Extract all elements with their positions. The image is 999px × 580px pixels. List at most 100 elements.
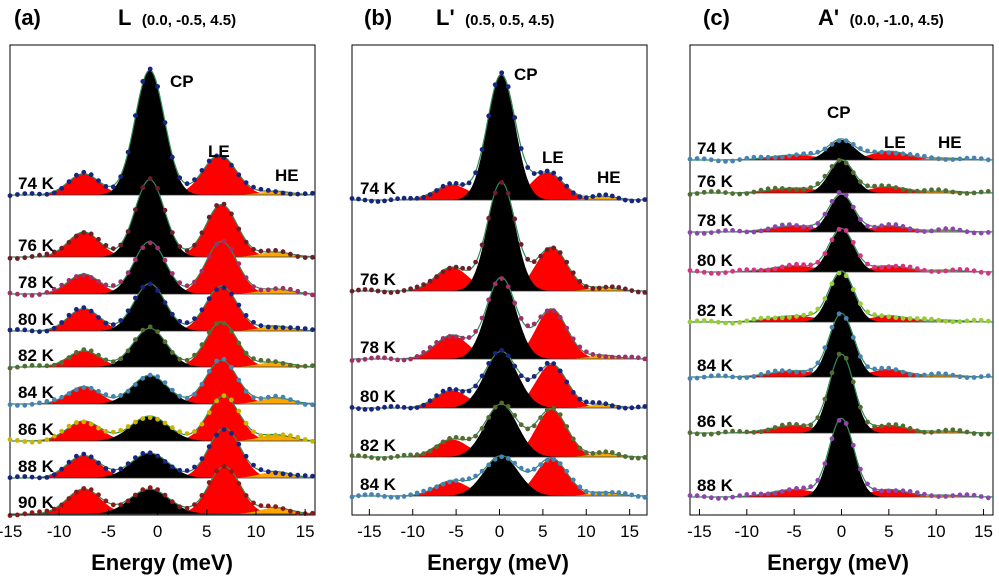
panel-b-coords: (0.5, 0.5, 4.5) — [465, 12, 554, 29]
panel-b-data-point — [538, 314, 544, 320]
panel-a-data-point — [125, 270, 131, 276]
panel-c-data-point — [872, 149, 877, 155]
panel-a-data-point — [310, 473, 315, 479]
panel-c-data-point — [936, 156, 941, 162]
panel-c-data-point — [985, 157, 991, 163]
panel-c-data-point — [978, 156, 984, 162]
panel-b-data-point — [479, 468, 485, 474]
panel-a-data-point — [229, 469, 234, 475]
panel-b-data-point — [577, 484, 583, 490]
panel-c-data-point — [978, 374, 984, 380]
panel-b-data-point — [349, 494, 355, 500]
panel-a-data-point — [96, 425, 101, 431]
panel-c-data-point — [730, 191, 735, 197]
panel-b-data-point — [557, 368, 563, 374]
panel-a-data-point — [162, 380, 168, 385]
panel-a-data-point — [44, 251, 50, 257]
panel-b-data-point — [479, 373, 485, 379]
panel-a-data-point — [66, 496, 72, 501]
panel-c-data-point — [737, 191, 743, 197]
panel-c-data-point — [971, 155, 977, 161]
panel-c-data-point — [843, 273, 849, 279]
panel-c-data-point — [716, 271, 721, 276]
panel-b-data-point — [557, 176, 563, 182]
panel-c-data-point — [801, 224, 806, 230]
panel-c-data-point — [985, 270, 991, 276]
panel-b-data-point — [525, 468, 531, 474]
panel-a-data-point — [110, 246, 116, 252]
panel-b-data-point — [505, 404, 511, 409]
panel-a-data-point — [37, 439, 42, 445]
panel-b-data-point — [531, 466, 537, 472]
panel-c-data-point — [886, 183, 892, 189]
panel-c-data-point — [701, 494, 707, 499]
panel-a-data-point — [251, 284, 256, 289]
panel-c-data-point — [701, 156, 707, 162]
panel-a-data-point — [243, 420, 249, 426]
panel-a-data-point — [140, 416, 146, 421]
panel-a-data-point — [59, 186, 65, 191]
panel-c-temperature-label: 88 K — [697, 476, 734, 495]
panel-b-data-point — [362, 407, 368, 412]
panel-a-le-peak-left — [25, 421, 143, 441]
panel-a-data-point — [229, 364, 234, 370]
panel-c-data-point — [772, 155, 778, 160]
panel-c-data-point — [808, 185, 814, 191]
panel-b-data-point — [557, 315, 563, 320]
panel-c-data-point — [929, 316, 934, 322]
panel-a-data-point — [177, 504, 183, 510]
panel-b-data-point — [349, 453, 355, 459]
panel-a-data-point — [214, 241, 220, 247]
panel-b-data-point — [518, 465, 524, 471]
panel-b-le-peak-left — [394, 267, 510, 291]
panel-b-data-point — [616, 452, 622, 457]
panel-a-data-point — [22, 191, 28, 197]
panel-c-data-point — [687, 192, 693, 197]
panel-c-data-point — [801, 369, 806, 375]
panel-a-data-point — [258, 287, 264, 293]
panel-a-data-point — [96, 178, 101, 184]
panel-b-data-point — [356, 493, 361, 499]
panel-c-data-point — [957, 267, 963, 272]
panel-c-cp-peak — [795, 140, 888, 160]
panel-b: (b) L' (0.5, 0.5, 4.5) 74 K 76 K 78 K 80 K 8… — [349, 5, 648, 575]
panel-a-data-point — [229, 246, 234, 252]
panel-b-data-point — [349, 288, 355, 294]
panel-c-data-point — [971, 492, 977, 498]
panel-a-data-point — [236, 172, 242, 178]
panel-c-data-point — [822, 345, 828, 351]
panel-a-data-point — [251, 462, 256, 468]
panel-c-data-point — [772, 368, 778, 374]
panel-a-data-point — [192, 391, 197, 397]
panel-c-data-point — [850, 442, 856, 448]
panel-c-data-point — [808, 422, 814, 428]
panel-a-data-point — [110, 394, 116, 399]
panel-b-plot: 74 K 76 K 78 K 80 K 82 K 84 K — [349, 70, 648, 500]
panel-a-data-point — [81, 272, 87, 278]
panel-b-data-point — [434, 274, 439, 280]
panel-a-data-point — [169, 350, 175, 355]
panel-a-data-point — [155, 288, 161, 293]
panel-b-data-point — [635, 289, 641, 295]
panel-c-data-point — [985, 230, 991, 235]
panel-c-data-point — [758, 315, 764, 321]
panel-b-data-point — [460, 435, 465, 441]
panel-b-data-point — [460, 335, 465, 341]
panel-a-data-point — [310, 254, 315, 260]
panel-b-le-peak-left — [394, 390, 510, 408]
panel-b-tick-label: -15 — [357, 522, 382, 541]
panel-c-data-point — [808, 311, 814, 316]
panel-a-data-point — [251, 319, 256, 325]
panel-a-data-point — [265, 469, 271, 475]
panel-c-annotation-le: LE — [884, 133, 906, 152]
panel-b-data-point — [590, 352, 596, 357]
panel-c-data-point — [936, 494, 941, 499]
panel-a-data-point — [221, 155, 227, 161]
panel-c-data-point — [879, 313, 885, 319]
panel-b-data-point — [447, 181, 452, 187]
panel-c-data-point — [694, 431, 700, 437]
panel-b-temperature-label: 84 K — [360, 475, 397, 494]
panel-b-data-point — [356, 453, 361, 458]
panel-a-data-point — [162, 207, 168, 213]
panel-c-data-point — [922, 316, 927, 321]
